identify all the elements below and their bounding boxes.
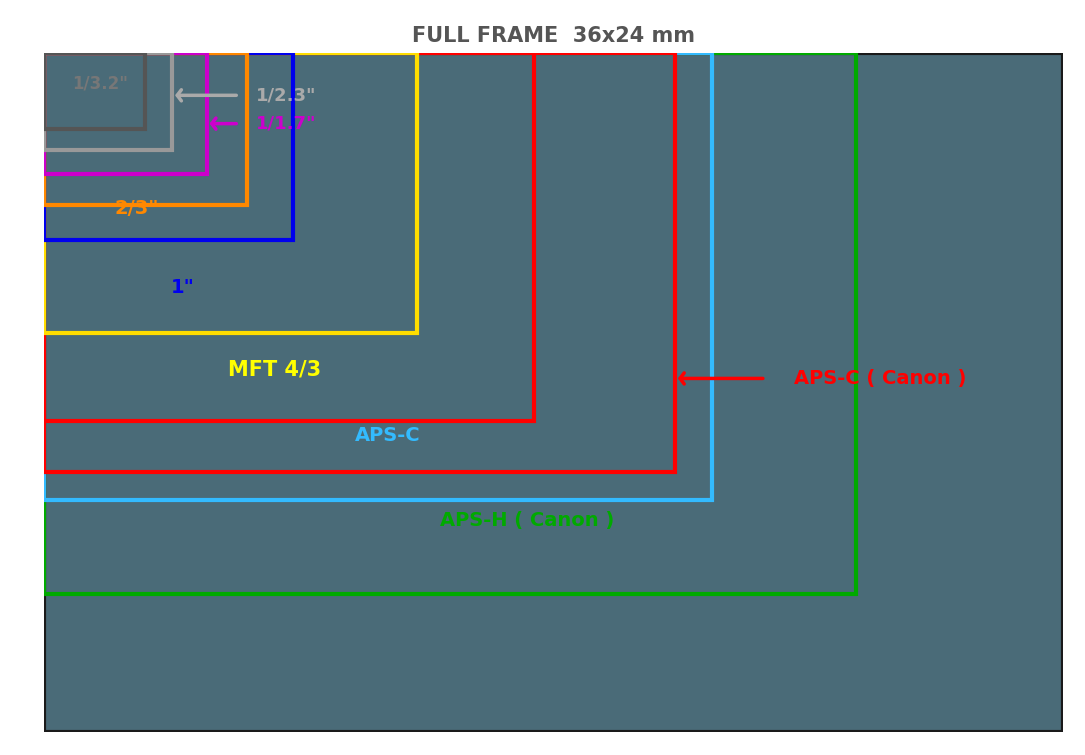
Text: APS-C ( Canon ): APS-C ( Canon ) — [794, 369, 967, 388]
Text: 2/3": 2/3" — [115, 199, 159, 218]
Bar — [43, 53, 207, 174]
Text: 1/2.3": 1/2.3" — [256, 86, 317, 104]
Text: APS-H ( Canon ): APS-H ( Canon ) — [441, 510, 614, 529]
Bar — [43, 53, 712, 500]
Text: 1/3.2": 1/3.2" — [72, 75, 128, 93]
Bar — [43, 53, 418, 333]
Bar — [43, 53, 145, 129]
Text: MFT 4/3: MFT 4/3 — [228, 360, 321, 380]
Bar — [43, 53, 856, 593]
Text: APS-C: APS-C — [355, 426, 421, 445]
Title: FULL FRAME  36x24 mm: FULL FRAME 36x24 mm — [412, 26, 694, 46]
Bar — [43, 53, 293, 240]
Text: 1/1.7": 1/1.7" — [256, 115, 317, 133]
Bar — [43, 53, 247, 205]
Bar — [43, 53, 675, 472]
Text: 1": 1" — [171, 279, 195, 297]
Bar — [43, 53, 173, 149]
Bar — [43, 53, 534, 421]
